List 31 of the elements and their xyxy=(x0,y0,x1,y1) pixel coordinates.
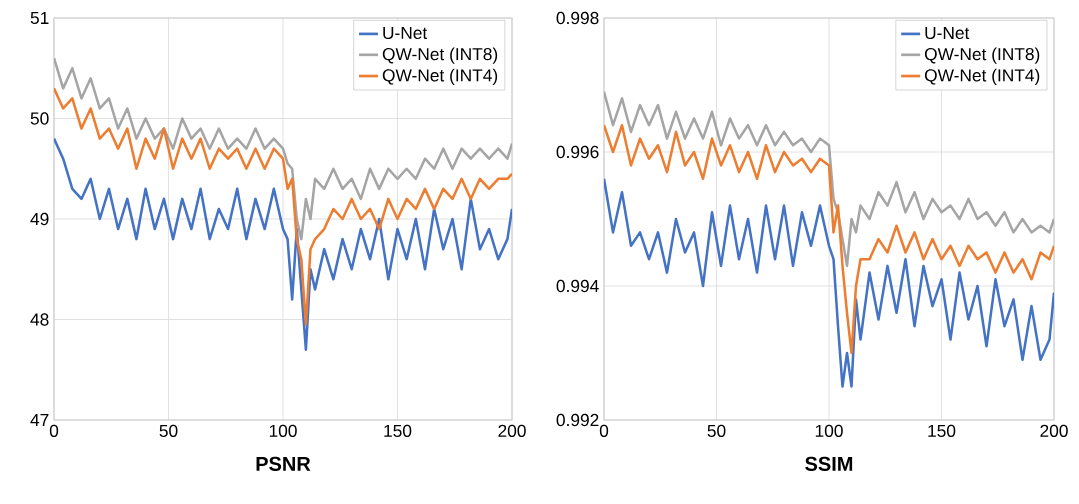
x-tick-label: 50 xyxy=(707,424,726,437)
x-tick-label: 100 xyxy=(815,424,843,437)
legend-label: QW-Net (INT8) xyxy=(382,47,498,64)
legend-label: QW-Net (INT4) xyxy=(382,68,498,85)
y-tick-label: 51 xyxy=(30,11,49,25)
x-tick-label: 50 xyxy=(159,424,178,437)
line-series xyxy=(54,87,512,326)
y-tick-label: 47 xyxy=(30,414,49,426)
legend-label: QW-Net (INT4) xyxy=(924,68,1040,85)
y-tick-label: 49 xyxy=(30,212,49,226)
y-tick-label: 0.998 xyxy=(556,11,599,25)
x-axis-title: PSNR xyxy=(256,456,311,471)
x-tick-label: 100 xyxy=(269,424,297,437)
legend-label: U-Net xyxy=(383,26,428,40)
x-axis-title: SSIM xyxy=(805,456,853,471)
x-tick-label: 0 xyxy=(599,424,609,437)
y-tick-label: 48 xyxy=(30,313,49,326)
x-tick-label: 0 xyxy=(49,424,59,437)
legend-label: U-Net xyxy=(925,26,970,40)
x-tick-label: 150 xyxy=(928,424,956,437)
line-series xyxy=(604,90,1055,268)
y-tick-label: 0.996 xyxy=(556,145,599,159)
y-tick-label: 0.992 xyxy=(556,413,599,427)
x-tick-label: 200 xyxy=(498,424,526,437)
y-tick-label: 0.994 xyxy=(556,279,599,293)
line-series xyxy=(604,177,1055,388)
y-tick-label: 50 xyxy=(30,112,49,125)
legend-label: QW-Net (INT8) xyxy=(924,47,1040,64)
line-series xyxy=(604,123,1055,355)
x-tick-label: 150 xyxy=(384,424,412,437)
x-tick-label: 200 xyxy=(1040,424,1068,437)
